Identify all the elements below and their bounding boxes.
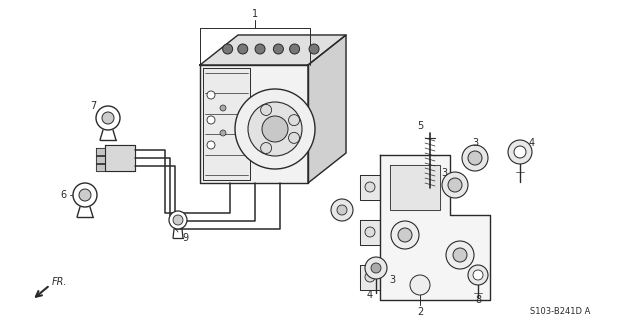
Circle shape (238, 44, 248, 54)
Text: 2: 2 (417, 307, 423, 317)
Circle shape (398, 228, 412, 242)
Polygon shape (105, 145, 135, 171)
Circle shape (260, 104, 271, 116)
Text: 5: 5 (417, 121, 423, 131)
Circle shape (207, 116, 215, 124)
Circle shape (73, 183, 97, 207)
Circle shape (289, 132, 300, 143)
Text: 7: 7 (90, 101, 96, 111)
Polygon shape (360, 220, 380, 245)
Polygon shape (360, 175, 380, 200)
Circle shape (220, 130, 226, 136)
Circle shape (102, 112, 114, 124)
Text: 6: 6 (60, 190, 66, 200)
Text: 3: 3 (389, 275, 395, 285)
Circle shape (508, 140, 532, 164)
Circle shape (365, 182, 375, 192)
Polygon shape (360, 265, 380, 290)
Circle shape (371, 263, 381, 273)
Polygon shape (203, 68, 250, 180)
Polygon shape (200, 35, 346, 65)
Circle shape (473, 270, 483, 280)
Polygon shape (96, 156, 105, 163)
Circle shape (235, 89, 315, 169)
Circle shape (365, 257, 387, 279)
Circle shape (410, 275, 430, 295)
Circle shape (468, 151, 482, 165)
Circle shape (220, 105, 226, 111)
Circle shape (207, 141, 215, 149)
Circle shape (262, 116, 288, 142)
Text: 4: 4 (529, 138, 535, 148)
Text: 4: 4 (367, 290, 373, 300)
Circle shape (289, 115, 300, 126)
Circle shape (448, 178, 462, 192)
Circle shape (260, 142, 271, 154)
Polygon shape (96, 148, 105, 155)
Circle shape (331, 199, 353, 221)
Text: 1: 1 (252, 9, 258, 19)
Circle shape (468, 265, 488, 285)
Text: 8: 8 (475, 295, 481, 305)
Circle shape (365, 272, 375, 282)
Polygon shape (390, 165, 440, 210)
Circle shape (255, 44, 265, 54)
Circle shape (309, 44, 319, 54)
Circle shape (169, 211, 187, 229)
Circle shape (442, 172, 468, 198)
Circle shape (365, 227, 375, 237)
Polygon shape (200, 65, 308, 183)
Circle shape (514, 146, 526, 158)
Circle shape (446, 241, 474, 269)
Circle shape (96, 106, 120, 130)
Circle shape (290, 44, 300, 54)
Text: FR.: FR. (52, 277, 67, 287)
Text: 9: 9 (182, 233, 188, 243)
Circle shape (207, 91, 215, 99)
Text: 3: 3 (472, 138, 478, 148)
Circle shape (453, 248, 467, 262)
Circle shape (223, 44, 233, 54)
Circle shape (173, 215, 183, 225)
Text: S103-B241D A: S103-B241D A (530, 307, 590, 316)
Circle shape (462, 145, 488, 171)
Circle shape (273, 44, 284, 54)
Circle shape (248, 102, 302, 156)
Circle shape (79, 189, 91, 201)
Circle shape (391, 221, 419, 249)
Polygon shape (380, 155, 490, 300)
Text: 3: 3 (441, 168, 447, 178)
Polygon shape (308, 35, 346, 183)
Polygon shape (96, 164, 105, 171)
Circle shape (337, 205, 347, 215)
